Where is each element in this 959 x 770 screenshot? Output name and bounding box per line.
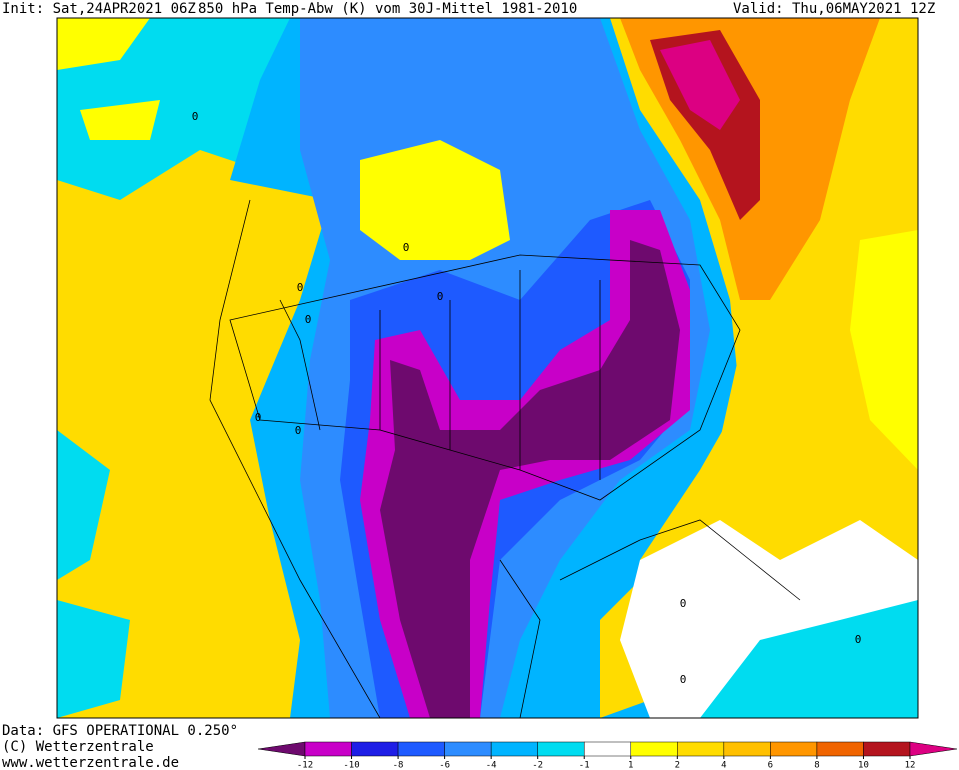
colorbar-arrow: [257, 741, 306, 757]
border-line: [229, 254, 741, 501]
colorbar-tick-label: -8: [393, 761, 404, 770]
contour-label: 0: [403, 241, 410, 254]
yellow-area: [360, 140, 510, 260]
colorbar-arrow: [909, 741, 958, 757]
colorbar-tick-label: -2: [532, 761, 543, 770]
colorbar-tick-label: 8: [814, 761, 819, 770]
contour-label: 0: [295, 424, 302, 437]
yellow-area: [850, 230, 918, 470]
coast-line: [209, 199, 801, 718]
pink-area: [660, 40, 740, 130]
contour-label: 0: [680, 673, 687, 686]
colorbar-segment: [444, 741, 492, 757]
colorbar-segment: [863, 741, 911, 757]
colorbar-tick-label: -6: [439, 761, 450, 770]
contour-label: 0: [192, 110, 199, 123]
colorbar-segment: [304, 741, 352, 757]
map: [56, 17, 919, 719]
colorbar-tick-label: -1: [579, 761, 590, 770]
colorbar-segment: [677, 741, 725, 757]
colorbar-tick-label: -12: [297, 761, 313, 770]
colorbar-segment: [770, 741, 818, 757]
colorbar-segment: [490, 741, 538, 757]
colorbar-tick-label: 6: [768, 761, 773, 770]
colorbar: -12 -10 -8 -6 -4 -2 -1 1 2 4 6 8 10 12: [257, 741, 958, 770]
contour-label: 0: [855, 633, 862, 646]
cyan-area: [700, 600, 918, 718]
colorbar-tick-label: 1: [628, 761, 633, 770]
colorbar-segment: [351, 741, 399, 757]
footer-data: Data: GFS OPERATIONAL 0.250°: [2, 723, 238, 739]
map-title: 850 hPa Temp-Abw (K) vom 30J-Mittel 1981…: [198, 1, 577, 17]
contour-label: 0: [297, 281, 304, 294]
contour-label: 0: [437, 290, 444, 303]
border-line: [279, 270, 601, 480]
cyan-area: [57, 430, 130, 718]
colorbar-tick-label: 4: [721, 761, 726, 770]
init-text: Init: Sat,24APR2021 06Z: [2, 1, 196, 17]
footer-copyright: (C) Wetterzentrale: [2, 739, 154, 755]
yellow-area: [57, 18, 160, 140]
colorbar-tick-label: -10: [343, 761, 359, 770]
colorbar-segment: [583, 741, 632, 757]
colorbar-segment: [816, 741, 864, 757]
footer-url: www.wetterzentrale.de: [2, 755, 179, 770]
contour-label: 0: [305, 313, 312, 326]
purple-area: [380, 240, 680, 718]
contour-label: 0: [255, 411, 262, 424]
colorbar-tick-label: 2: [675, 761, 680, 770]
valid-text: Valid: Thu,06MAY2021 12Z: [733, 1, 935, 17]
contour-label: 0: [680, 597, 687, 610]
colorbar-segment: [397, 741, 445, 757]
colorbar-segment: [630, 741, 678, 757]
colorbar-tick-label: 10: [858, 761, 869, 770]
map-frame: [56, 17, 919, 719]
colorbar-tick-label: -4: [486, 761, 497, 770]
colorbar-segment: [723, 741, 771, 757]
colorbar-segment: [537, 741, 585, 757]
colorbar-tick-label: 12: [905, 761, 916, 770]
